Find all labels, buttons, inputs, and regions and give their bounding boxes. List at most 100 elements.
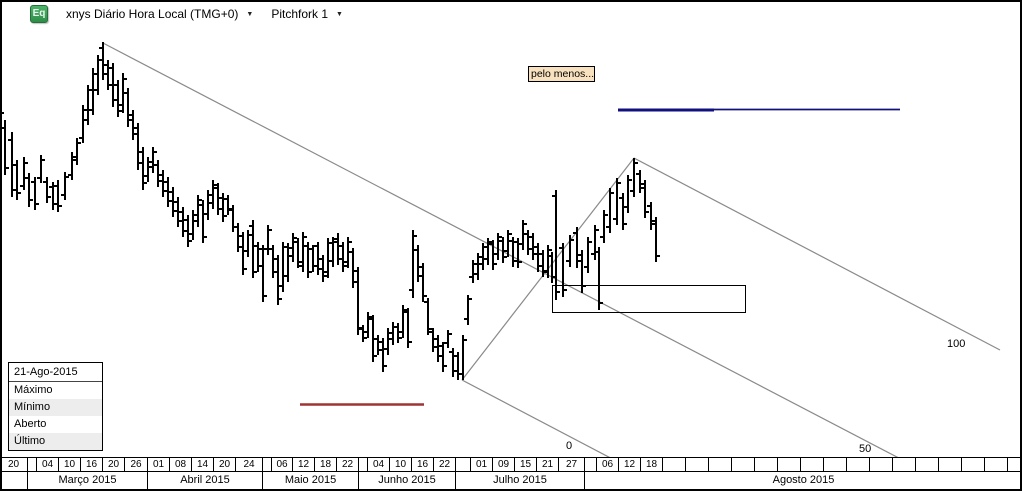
open-tick: [124, 92, 128, 94]
app-icon[interactable]: Eq: [30, 5, 48, 23]
price-bar: [202, 200, 204, 243]
open-tick: [334, 238, 338, 240]
close-tick: [363, 337, 367, 339]
open-tick: [184, 219, 188, 221]
price-bar: [152, 147, 154, 173]
x-axis-day-tick: 18: [315, 458, 337, 471]
close-tick: [213, 184, 217, 186]
open-tick: [573, 232, 577, 234]
open-tick: [284, 275, 288, 277]
price-bar: [616, 178, 618, 225]
x-axis-month-label: Abril 2015: [148, 472, 263, 489]
close-tick: [303, 236, 307, 238]
open-tick: [559, 247, 563, 249]
chart-plot-area[interactable]: pelo menos... 0 50 100 21-Ago-2015 Máximo M…: [0, 0, 1022, 457]
price-bar: [157, 160, 159, 187]
open-tick: [595, 251, 599, 253]
price-bar: [257, 242, 259, 272]
price-bar: [587, 237, 589, 273]
close-tick: [645, 211, 649, 213]
rectangle-annotation[interactable]: [552, 285, 746, 313]
close-tick: [418, 275, 422, 277]
text-annotation[interactable]: pelo menos...: [528, 66, 595, 82]
close-tick: [238, 246, 242, 248]
price-bar: [282, 242, 284, 292]
close-tick: [153, 151, 157, 153]
open-tick: [84, 119, 88, 121]
open-tick: [199, 204, 203, 206]
close-tick: [518, 261, 522, 263]
close-tick: [463, 339, 467, 341]
open-tick: [600, 236, 604, 238]
open-tick: [534, 246, 538, 248]
close-tick: [308, 271, 312, 273]
pitchfork-upper-tine[interactable]: [633, 157, 1001, 351]
open-tick: [548, 255, 552, 257]
open-tick: [584, 266, 588, 268]
pitchfork-dropdown[interactable]: Pitchfork 1 ▼: [271, 7, 343, 21]
price-bar: [237, 223, 239, 252]
price-bar: [197, 195, 199, 227]
price-bar: [427, 298, 429, 335]
pitchfork-level-label: 0: [566, 440, 573, 452]
close-tick: [651, 223, 655, 225]
price-bar: [594, 225, 596, 260]
price-bar: [117, 80, 119, 117]
open-tick: [409, 289, 413, 291]
price-bar: [442, 342, 444, 372]
close-tick: [413, 235, 417, 237]
close-tick: [503, 256, 507, 258]
close-tick: [283, 246, 287, 248]
close-tick: [77, 142, 81, 144]
x-axis-month-row: Março 2015 Abril 2015 Maio 2015 Junho 2015 J…: [0, 472, 1022, 489]
price-bar: [497, 233, 499, 260]
price-bar: [542, 250, 544, 277]
close-tick: [218, 208, 222, 210]
price-bar: [432, 328, 434, 352]
open-tick: [529, 236, 533, 238]
open-tick: [524, 233, 528, 235]
price-bar: [312, 245, 314, 272]
close-tick: [483, 246, 487, 248]
x-axis-month-label: Março 2015: [28, 472, 148, 489]
price-bar: [252, 220, 254, 278]
price-bar: [392, 322, 394, 345]
pitchfork-lower-tine[interactable]: [461, 379, 622, 457]
x-axis-month-label: [0, 472, 28, 489]
price-bar: [562, 243, 564, 297]
open-tick: [259, 248, 263, 250]
x-axis-day-tick: 04: [368, 458, 390, 471]
close-tick: [133, 133, 137, 135]
symbol-timeframe-dropdown[interactable]: xnys Diário Hora Local (TMG+0) ▼: [66, 7, 253, 21]
open-tick: [444, 342, 448, 344]
open-tick: [578, 254, 582, 256]
close-tick: [83, 109, 87, 111]
x-axis-day-tick: [456, 458, 471, 471]
x-axis-day-tick: 20: [0, 458, 28, 471]
close-tick: [628, 179, 632, 181]
close-tick: [408, 341, 412, 343]
price-bar: [162, 170, 164, 197]
open-tick: [154, 164, 158, 166]
open-tick: [134, 127, 138, 129]
price-bar: [412, 230, 414, 298]
price-bar: [527, 230, 529, 255]
open-tick: [591, 253, 595, 255]
close-tick: [158, 180, 162, 182]
price-bar: [627, 175, 629, 213]
price-bar: [622, 193, 624, 230]
open-tick: [209, 202, 213, 204]
price-bar: [16, 160, 18, 200]
close-tick: [298, 261, 302, 263]
pitchfork-median-line[interactable]: [102, 42, 918, 457]
close-tick: [343, 265, 347, 267]
open-tick: [109, 67, 113, 69]
open-tick: [339, 245, 343, 247]
price-bars-layer: [0, 42, 660, 380]
open-tick: [114, 84, 118, 86]
open-tick: [379, 341, 383, 343]
open-tick: [319, 258, 323, 260]
open-tick: [647, 205, 651, 207]
price-bar: [147, 157, 149, 182]
